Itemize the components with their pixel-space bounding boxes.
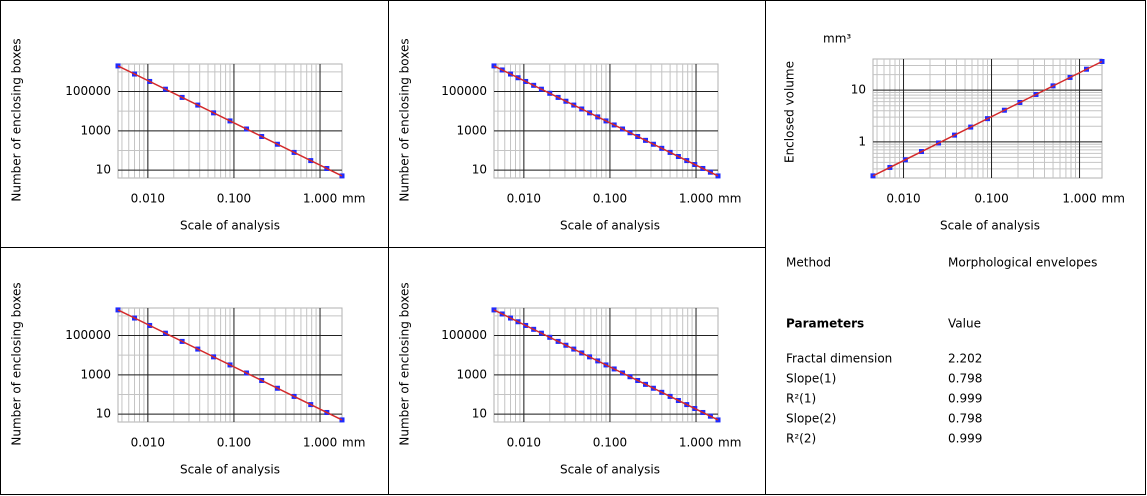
y-tick-label: 1000 (80, 367, 111, 381)
y-tick-label: 10 (96, 163, 111, 177)
x-tick-label: 0.010 (886, 192, 920, 206)
y-axis-label: Enclosed volume (783, 61, 797, 163)
x-axis-label: Scale of analysis (180, 219, 280, 233)
fit-line (872, 60, 1103, 177)
x-tick-label: 1.000 (679, 192, 713, 206)
y-tick-label: 1 (858, 134, 866, 148)
y-axis-label: Number of enclosing boxes (398, 282, 412, 445)
y-axis-label: Number of enclosing boxes (10, 38, 24, 201)
method-value: Morphological envelopes (948, 256, 1097, 270)
fit-line (117, 65, 343, 177)
y-axis-label: Number of enclosing boxes (398, 38, 412, 201)
x-tick-label: 1.000 (303, 436, 337, 450)
y-tick-label: 100000 (65, 84, 111, 98)
param-value: 0.999 (948, 432, 982, 446)
x-tick-label: 0.100 (593, 436, 627, 450)
x-axis-label: Scale of analysis (560, 463, 660, 477)
x-tick-label: 0.100 (217, 436, 251, 450)
x-tick-label: 0.100 (974, 192, 1008, 206)
y-tick-label: 10 (472, 163, 487, 177)
param-value: 0.798 (948, 412, 982, 426)
y-tick-label: 100000 (441, 328, 487, 342)
param-name: R²(2) (786, 432, 816, 446)
fit-line (117, 309, 343, 421)
x-axis-label: Scale of analysis (180, 463, 280, 477)
x-unit: mm (718, 436, 741, 450)
param-value: 0.999 (948, 392, 982, 406)
param-value: 0.798 (948, 372, 982, 386)
x-unit: mm (718, 192, 741, 206)
x-tick-label: 1.000 (679, 436, 713, 450)
params-header: Parameters (786, 317, 864, 331)
method-label: Method (786, 256, 831, 270)
param-name: R²(1) (786, 392, 816, 406)
y-tick-label: 10 (96, 407, 111, 421)
x-tick-label: 0.100 (593, 192, 627, 206)
param-name: Fractal dimension (786, 352, 892, 366)
x-axis-label: Scale of analysis (940, 219, 1040, 233)
x-tick-label: 0.010 (131, 192, 165, 206)
y-tick-label: 100000 (441, 84, 487, 98)
fit-line (493, 65, 719, 177)
x-unit: mm (342, 192, 365, 206)
y-tick-label: 10 (851, 83, 866, 97)
y-tick-label: 1000 (456, 367, 487, 381)
y-tick-label: 100000 (65, 328, 111, 342)
x-tick-label: 0.010 (507, 436, 541, 450)
x-tick-label: 0.100 (217, 192, 251, 206)
x-tick-label: 0.010 (507, 192, 541, 206)
x-tick-label: 0.010 (131, 436, 165, 450)
param-name: Slope(2) (786, 412, 836, 426)
value-header: Value (948, 317, 981, 331)
y-tick-label: 1000 (80, 123, 111, 137)
param-name: Slope(1) (786, 372, 836, 386)
y-unit: mm³ (823, 32, 851, 46)
fit-line (493, 309, 719, 421)
x-tick-label: 1.000 (1062, 192, 1096, 206)
x-tick-label: 1.000 (303, 192, 337, 206)
y-tick-label: 10 (472, 407, 487, 421)
x-axis-label: Scale of analysis (560, 219, 660, 233)
y-axis-label: Number of enclosing boxes (10, 282, 24, 445)
y-tick-label: 1000 (456, 123, 487, 137)
param-value: 2.202 (948, 352, 982, 366)
x-unit: mm (1102, 192, 1125, 206)
x-unit: mm (342, 436, 365, 450)
